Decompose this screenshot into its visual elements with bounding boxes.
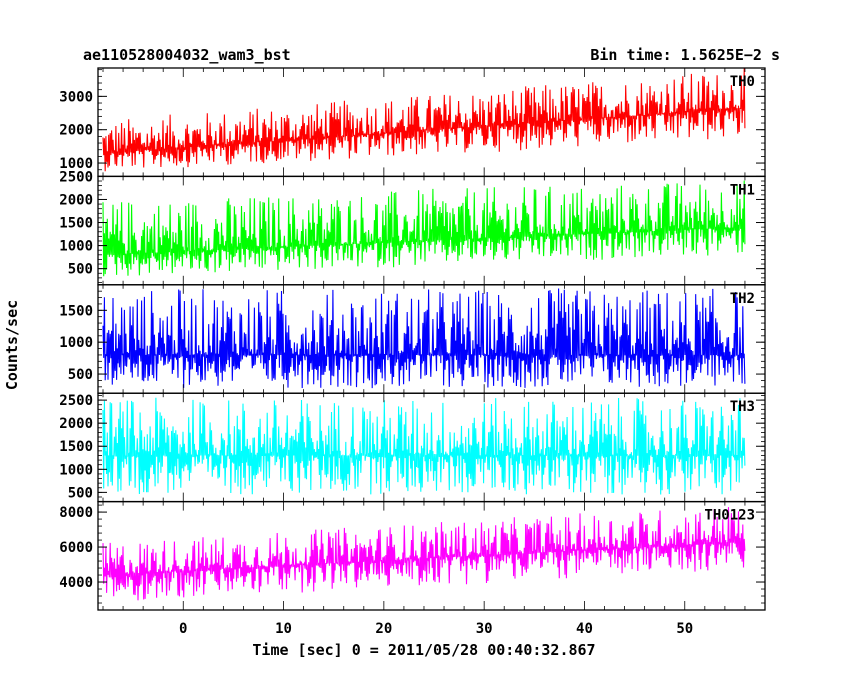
x-tick-label: 10 [275, 621, 292, 637]
x-tick-label: 40 [576, 621, 593, 637]
panel-th0: 1000 2000 3000 TH0 [59, 67, 766, 178]
series-line-th0 [102, 68, 746, 172]
y-tick-label: 500 [68, 485, 93, 501]
source-title: ae110528004032_wam3_bst [83, 46, 291, 64]
x-tick-label: 20 [375, 621, 392, 637]
panel-frame [97, 500, 766, 611]
x-tick-label: 0 [179, 621, 187, 637]
series-line-th3 [102, 397, 746, 495]
y-tick-label: 1000 [59, 239, 93, 255]
series-line-th1 [102, 180, 746, 277]
y-tick-label: 2000 [59, 123, 93, 139]
y-tick-label: 2000 [59, 192, 93, 208]
x-tick-label: 50 [676, 621, 693, 637]
panel-th2: 500 1000 1500 TH2 [59, 284, 766, 394]
y-tick-label: 1000 [59, 462, 93, 478]
y-tick-label: 500 [68, 367, 93, 383]
y-tick-label: 2000 [59, 416, 93, 432]
panel-label: TH2 [730, 291, 755, 307]
panel-th0123: 4000 6000 8000 TH0123 [59, 500, 766, 611]
panel-label: TH3 [730, 399, 755, 415]
series-line-th2 [102, 288, 746, 389]
y-tick-label: 500 [68, 262, 93, 278]
panel-th3: 500 1000 1500 2000 2500 TH3 [59, 392, 766, 503]
y-tick-label: 1000 [59, 335, 93, 351]
y-tick-label: 6000 [59, 540, 93, 556]
y-axis-label: Counts/sec [3, 300, 21, 390]
y-tick-label: 2500 [59, 393, 93, 409]
panel-label: TH0 [730, 74, 755, 90]
x-axis: 0 10 20 30 40 50 [179, 621, 693, 637]
panel-label: TH1 [730, 182, 755, 198]
y-tick-label: 1500 [59, 216, 93, 232]
y-tick-label: 1500 [59, 439, 93, 455]
bin-time-label: Bin time: 1.5625E−2 s [590, 46, 780, 64]
y-tick-label: 8000 [59, 505, 93, 521]
panel-th1: 500 1000 1500 2000 2500 TH1 [59, 169, 766, 286]
y-tick-label: 4000 [59, 575, 93, 591]
x-axis-label: Time [sec] 0 = 2011/05/28 00:40:32.867 [252, 641, 595, 659]
y-tick-label: 1000 [59, 156, 93, 172]
y-tick-label: 2500 [59, 169, 93, 185]
panel-label: TH0123 [704, 508, 755, 524]
x-tick-label: 30 [476, 621, 493, 637]
y-tick-label: 1500 [59, 303, 93, 319]
series-line-th0123 [102, 507, 746, 601]
y-tick-label: 3000 [59, 89, 93, 105]
panels-group: 100020003000TH05001000150020002500TH1500… [59, 67, 766, 611]
